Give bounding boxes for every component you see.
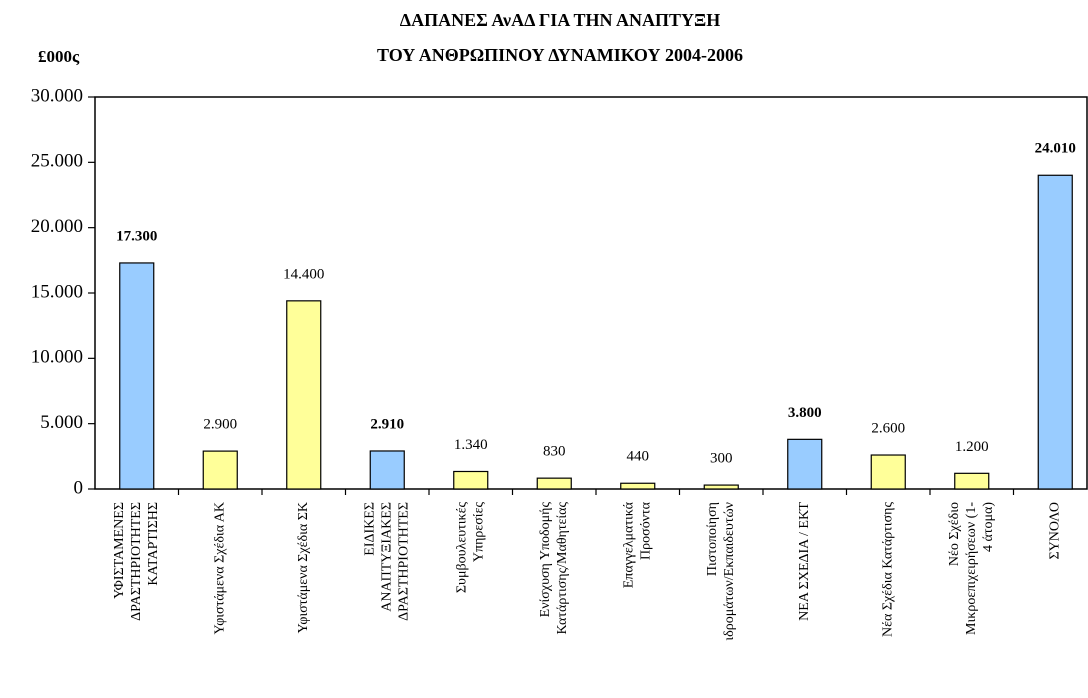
value-label: 24.010 [1035, 141, 1076, 157]
value-label: 830 [543, 444, 566, 460]
y-tick-label: 15.000 [31, 281, 83, 302]
value-label: 1.340 [454, 437, 488, 453]
y-tick-label: 25.000 [31, 151, 83, 172]
x-tick-label: Υφιστάμενα Σχέδια ΣΚ [296, 502, 311, 633]
x-tick-label: ιδρομάτων/Εκπαιδευτών [722, 502, 737, 641]
x-tick-label: Νέα Σχέδια Κατάρτισης [880, 502, 895, 637]
x-tick-label: ΔΡΑΣΤΗΡΙΟΤΗΤΕΣ [129, 502, 144, 621]
y-axis-label: £000ς [38, 47, 80, 66]
plot-frame [94, 96, 1088, 490]
x-tick-label: Πιστοποίηση [705, 502, 720, 576]
x-tick-label: Προσόντα [638, 501, 653, 560]
value-label: 14.400 [283, 266, 324, 282]
x-tick-label: Συμβουλευτικές [454, 502, 469, 594]
bar [536, 477, 572, 490]
x-tick-label: ΝΕΑ ΣΧΕΔΙΑ / ΕΚΤ [797, 502, 812, 621]
value-label: 1.200 [955, 439, 989, 455]
value-label: 2.600 [871, 420, 905, 436]
value-label: 2.900 [203, 417, 237, 433]
y-tick-label: 10.000 [31, 347, 83, 368]
x-tick-label: ΑΝΑΠΤΥΞΙΑΚΕΣ [379, 502, 394, 612]
x-tick-label: ΚΑΤΑΡΤΙΣΗΣ [146, 502, 161, 586]
bar [369, 450, 405, 490]
y-tick-label: 30.000 [31, 85, 83, 106]
bar [453, 470, 489, 490]
y-tick-label: 20.000 [31, 216, 83, 237]
bar [703, 484, 739, 490]
x-tick-label: Κατάρτισης/Μαθητείας [555, 502, 570, 635]
x-tick-label: Επαγγελματικά [621, 501, 636, 588]
x-tick-label: Ενίσχυση Υποδομής [538, 502, 553, 618]
value-label: 3.800 [788, 405, 822, 421]
bar [1037, 174, 1073, 490]
x-tick-label: Νέο Σχέδιο [947, 502, 962, 566]
bar [954, 472, 990, 490]
bar [787, 438, 823, 490]
bar [202, 450, 238, 490]
x-tick-label: ΕΙΔΙΚΕΣ [362, 502, 377, 556]
x-tick-label: Υπηρεσίες [471, 502, 486, 563]
bar [620, 482, 656, 490]
x-tick-label: ΣΥΝΟΛΟ [1047, 502, 1062, 560]
x-tick-label: Μικροεπιχειρήσεων (1- [964, 502, 979, 635]
chart-title: ΤΟΥ ΑΝΘΡΩΠΙΝΟΥ ΔΥΝΑΜΙΚΟΥ 2004-2006 [377, 45, 743, 65]
y-tick-label: 0 [74, 477, 84, 498]
value-label: 17.300 [116, 228, 157, 244]
value-label: 2.910 [370, 416, 404, 432]
x-tick-label: ΔΡΑΣΤΗΡΙΟΤΗΤΕΣ [396, 502, 411, 621]
x-tick-label: Υφιστάμενα Σχέδια ΑΚ [212, 502, 227, 635]
bar [119, 262, 155, 490]
y-tick-label: 5.000 [40, 412, 83, 433]
value-label: 300 [710, 451, 733, 467]
chart-title: ΔΑΠΑΝΕΣ ΑνΑΔ ΓΙΑ ΤΗΝ ΑΝΑΠΤΥΞΗ [400, 10, 720, 30]
bar [286, 300, 322, 490]
bar [870, 454, 906, 490]
value-label: 440 [627, 449, 650, 465]
x-tick-label: ΥΦΙΣΤΑΜΕΝΕΣ [112, 502, 127, 599]
x-tick-label: 4 άτομα) [981, 502, 996, 552]
